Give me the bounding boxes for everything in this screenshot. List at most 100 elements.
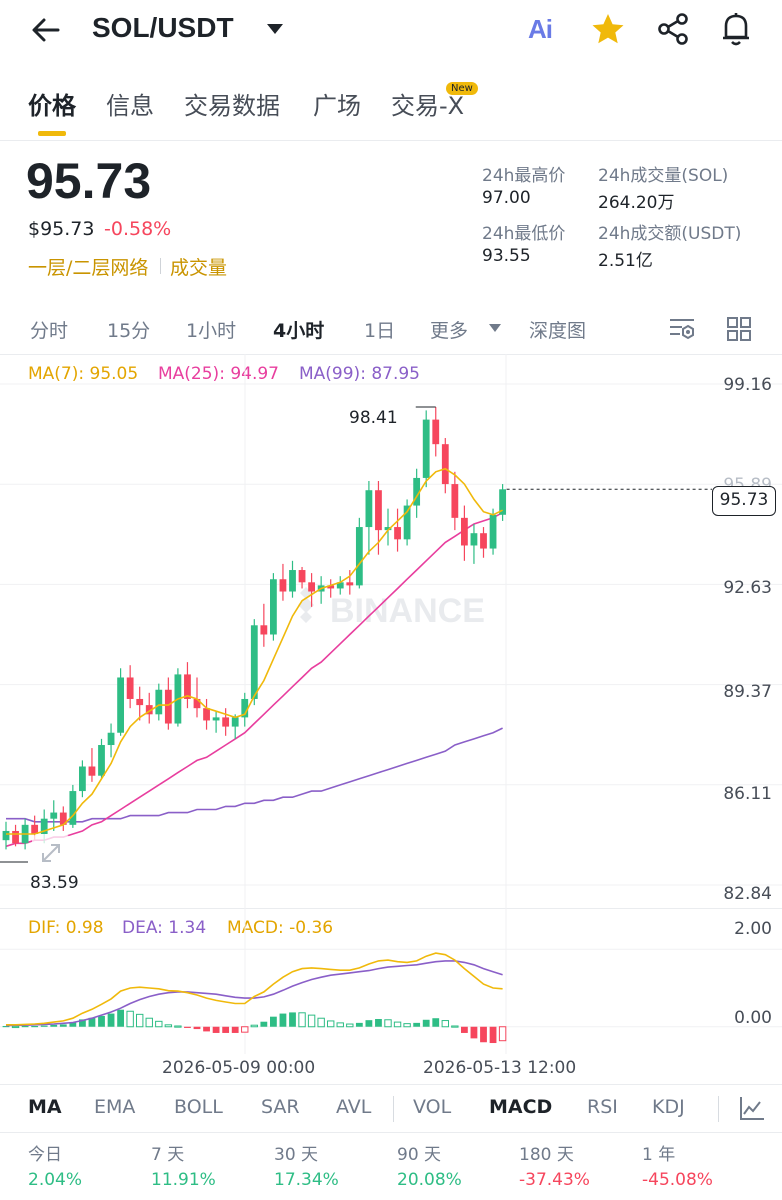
macd-histogram-bar — [489, 1026, 497, 1044]
macd-histogram-bar — [98, 1015, 105, 1027]
macd-histogram-bar — [126, 1010, 134, 1028]
indicator-avl[interactable]: AVL — [336, 1096, 372, 1118]
pair-dropdown-icon[interactable] — [266, 22, 284, 36]
tf-15m[interactable]: 15分 — [107, 320, 151, 342]
macd-histogram-bar — [241, 1026, 249, 1033]
candle-body — [422, 419, 430, 478]
candle-body — [365, 490, 373, 528]
ai-icon[interactable]: Ai — [528, 14, 553, 44]
candle-body — [136, 698, 144, 706]
candle-body — [98, 745, 105, 776]
macd-histogram-bar — [327, 1020, 335, 1028]
chart-top-divider — [0, 354, 782, 355]
candle-body — [250, 625, 258, 699]
candle-body — [241, 698, 249, 718]
tab-price[interactable]: 价格 — [28, 92, 76, 120]
tab-divider — [0, 140, 782, 141]
indicator-ema[interactable]: EMA — [94, 1096, 136, 1118]
dea-line — [5, 960, 503, 1027]
macd-histogram-bar — [164, 1024, 173, 1028]
pair-title[interactable]: SOL/USDT — [92, 12, 234, 43]
share-icon[interactable] — [656, 12, 690, 46]
current-price-tag[interactable]: 95.73 — [712, 486, 776, 516]
dif-line — [6, 952, 503, 1026]
chart-settings-icon[interactable] — [668, 316, 696, 342]
candle-body — [289, 570, 296, 592]
period-change: 2.04% — [28, 1170, 83, 1190]
macd-histogram-bar — [355, 1022, 363, 1027]
tf-4h[interactable]: 4小时 — [273, 320, 325, 342]
indicator-vol[interactable]: VOL — [413, 1096, 452, 1118]
price-tick: 99.16 — [723, 375, 772, 395]
binance-watermark: BINANCE — [330, 592, 485, 630]
indicator-kdj[interactable]: KDJ — [652, 1096, 685, 1118]
candle-body — [355, 527, 363, 586]
macd-histogram-bar — [31, 1025, 39, 1028]
candle-body — [403, 505, 411, 540]
indicator-rsi[interactable]: RSI — [587, 1096, 618, 1118]
tag-volume[interactable]: 成交量 — [170, 257, 228, 279]
indicator-boll[interactable]: BOLL — [174, 1096, 223, 1118]
macd-histogram-bar — [413, 1022, 421, 1027]
tab-trading-data[interactable]: 交易数据 — [184, 92, 280, 120]
period-change: -45.08% — [642, 1170, 713, 1190]
high-price-marker: 98.41 — [349, 408, 398, 428]
price-tick: 82.84 — [723, 884, 772, 904]
tf-1d[interactable]: 1日 — [364, 320, 396, 342]
macd-histogram-bar — [441, 1020, 450, 1028]
bell-icon[interactable] — [720, 11, 752, 47]
binance-logo-icon — [298, 587, 314, 623]
period-label: 7 天 — [151, 1145, 185, 1165]
low-value: 93.55 — [482, 246, 531, 266]
indicator-sar[interactable]: SAR — [261, 1096, 300, 1118]
macd-histogram-bar — [2, 1025, 10, 1028]
candle-body — [279, 579, 287, 592]
macd-histogram-bar — [174, 1025, 182, 1028]
last-price: 95.73 — [26, 153, 152, 209]
tab-info[interactable]: 信息 — [106, 92, 154, 120]
star-icon[interactable] — [591, 12, 625, 46]
macd-histogram-bar — [365, 1020, 373, 1027]
tf-depth[interactable]: 深度图 — [529, 320, 587, 342]
expand-chart-icon[interactable] — [32, 834, 70, 872]
candlestick-chart[interactable]: BINANCE — [0, 354, 782, 914]
candle-body — [184, 674, 191, 699]
indicator-macd[interactable]: MACD — [489, 1096, 553, 1118]
candle-body — [441, 444, 449, 485]
tag-layer-network[interactable]: 一层/二层网络 — [28, 257, 149, 279]
macd-histogram-bar — [384, 1019, 392, 1028]
candle-body — [88, 766, 96, 776]
indicator-divider — [718, 1096, 719, 1122]
macd-histogram-bar — [145, 1017, 153, 1028]
indicator-divider — [393, 1096, 394, 1122]
candle-body — [69, 791, 77, 825]
back-arrow-icon[interactable] — [30, 14, 62, 46]
macd-histogram-bar — [59, 1024, 67, 1027]
tab-square[interactable]: 广场 — [313, 92, 361, 120]
macd-histogram-bar — [40, 1025, 48, 1027]
tf-more[interactable]: 更多 — [430, 320, 469, 342]
time-tick: 2026-05-09 00:00 — [162, 1058, 316, 1078]
indicator-settings-icon[interactable] — [738, 1094, 766, 1122]
macd-top-divider — [0, 908, 782, 909]
tf-1h[interactable]: 1小时 — [186, 320, 237, 342]
time-tick: 2026-05-13 12:00 — [423, 1058, 577, 1078]
layout-grid-icon[interactable] — [726, 316, 752, 342]
high-value: 97.00 — [482, 188, 531, 208]
macd-histogram-bar — [270, 1016, 277, 1027]
more-dropdown-icon[interactable] — [488, 323, 502, 333]
price-tick: 92.63 — [723, 578, 772, 598]
period-change: 17.34% — [274, 1170, 339, 1190]
macd-histogram-bar — [50, 1024, 58, 1027]
indicator-ma[interactable]: MA — [28, 1096, 62, 1118]
macd-chart[interactable] — [0, 908, 782, 1054]
macd-tick: 0.00 — [734, 1008, 772, 1028]
candle-body — [50, 812, 58, 819]
candle-body — [79, 766, 86, 792]
macd-histogram-bar — [107, 1013, 115, 1027]
candle-body — [117, 677, 124, 733]
tf-line[interactable]: 分时 — [30, 320, 69, 342]
candle-body — [394, 527, 401, 540]
macd-histogram-bar — [336, 1022, 344, 1028]
tab-trade-x[interactable]: 交易-X — [391, 92, 465, 120]
